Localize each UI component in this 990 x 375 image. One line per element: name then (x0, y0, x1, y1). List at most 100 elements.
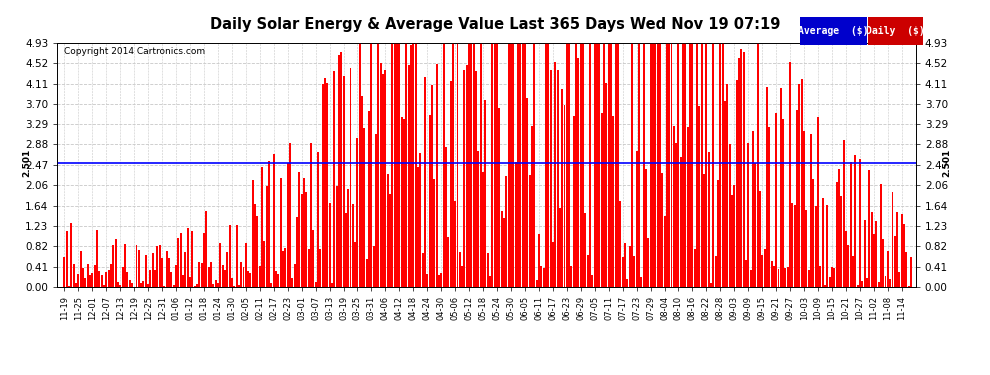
Bar (254, 204, 256, 287)
Bar (429, 115, 431, 287)
Bar (643, 43, 644, 287)
Bar (734, 184, 736, 287)
Bar (624, 243, 626, 287)
Bar (461, 266, 463, 287)
Bar (566, 43, 568, 287)
Bar (729, 144, 731, 287)
Bar (251, 180, 253, 287)
Bar (594, 43, 596, 287)
Bar (208, 267, 210, 287)
Bar (859, 159, 861, 287)
Bar (691, 43, 693, 287)
Bar (899, 272, 901, 287)
Bar (654, 43, 656, 287)
Bar (496, 43, 498, 287)
Bar (517, 43, 519, 287)
Bar (498, 108, 500, 287)
Bar (447, 237, 449, 287)
Bar (561, 88, 563, 287)
Bar (768, 127, 770, 287)
Bar (799, 84, 801, 287)
Bar (761, 255, 763, 287)
Bar (910, 256, 912, 287)
Bar (787, 267, 789, 287)
Bar (875, 221, 877, 287)
Bar (356, 138, 358, 287)
Bar (794, 205, 796, 287)
Bar (468, 43, 470, 287)
Bar (641, 277, 643, 287)
Bar (115, 239, 117, 287)
Bar (834, 267, 836, 287)
Bar (810, 134, 812, 287)
Bar (156, 246, 158, 287)
Bar (738, 58, 740, 287)
Bar (808, 270, 810, 287)
Bar (322, 84, 324, 287)
Bar (317, 152, 319, 287)
Bar (275, 272, 277, 287)
Bar (713, 43, 715, 287)
Bar (522, 43, 524, 287)
Bar (126, 273, 128, 287)
Bar (136, 246, 138, 287)
Bar (329, 203, 331, 287)
Bar (829, 277, 831, 287)
Bar (551, 242, 553, 287)
Bar (852, 255, 854, 287)
Bar (320, 249, 322, 287)
Bar (529, 175, 531, 287)
Bar (303, 178, 305, 287)
Bar (747, 143, 749, 287)
Bar (603, 43, 605, 287)
Bar (847, 245, 849, 287)
Bar (431, 85, 433, 287)
Bar (873, 234, 875, 287)
Bar (384, 70, 386, 287)
Bar (347, 189, 349, 287)
Bar (282, 251, 284, 287)
Bar (663, 216, 665, 287)
Bar (149, 270, 151, 287)
Text: Daily  ($): Daily ($) (866, 26, 925, 36)
Bar (906, 252, 908, 287)
Bar (668, 43, 670, 287)
Bar (436, 64, 438, 287)
Bar (103, 285, 105, 287)
Bar (827, 206, 829, 287)
Bar (838, 169, 840, 287)
Bar (380, 63, 382, 287)
Bar (782, 118, 784, 287)
Bar (427, 274, 429, 287)
Bar (684, 43, 686, 287)
Bar (651, 43, 653, 287)
Bar (377, 43, 379, 287)
Bar (601, 113, 603, 287)
Bar (194, 286, 196, 287)
Bar (613, 116, 615, 287)
Bar (706, 43, 708, 287)
Bar (813, 179, 815, 287)
Bar (587, 255, 589, 287)
Bar (784, 268, 786, 287)
Bar (182, 275, 184, 287)
Bar (177, 238, 179, 287)
Bar (670, 43, 672, 287)
Bar (636, 151, 638, 287)
Bar (824, 285, 826, 287)
Bar (541, 266, 543, 287)
Bar (434, 180, 436, 287)
Bar (620, 201, 622, 287)
Bar (284, 248, 286, 287)
Bar (215, 280, 217, 287)
Bar (358, 43, 360, 287)
Bar (647, 238, 649, 287)
Bar (438, 275, 440, 287)
Bar (638, 43, 640, 287)
Bar (608, 44, 610, 287)
Bar (756, 43, 758, 287)
Bar (717, 180, 719, 287)
Bar (766, 87, 768, 287)
Bar (789, 62, 791, 287)
Bar (510, 43, 512, 287)
